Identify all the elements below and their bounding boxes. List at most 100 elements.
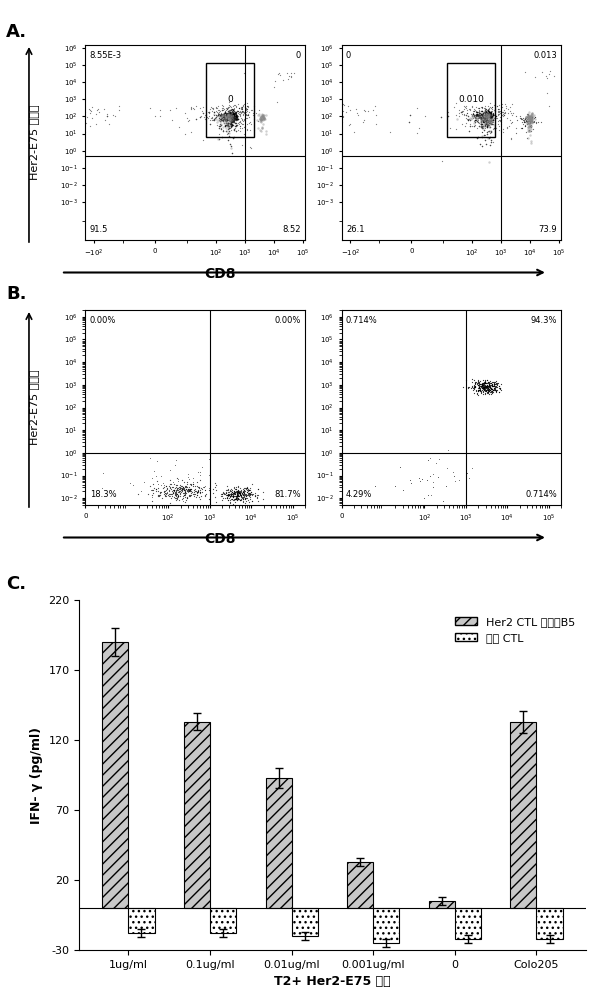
Point	[256, 111, 265, 127]
Point	[492, 309, 502, 325]
Point	[527, 105, 537, 121]
Point	[480, 275, 490, 291]
Point	[212, 107, 221, 123]
Point	[147, 487, 157, 503]
Point	[483, 111, 492, 127]
Point	[479, 127, 489, 143]
Point	[357, 313, 367, 329]
Point	[160, 485, 170, 501]
Point	[207, 318, 217, 334]
Point	[228, 324, 238, 340]
Point	[549, 68, 559, 84]
Point	[86, 325, 96, 341]
Point	[484, 106, 493, 122]
Point	[486, 285, 496, 301]
Point	[484, 306, 493, 322]
Point	[220, 105, 230, 121]
Point	[524, 104, 534, 120]
Point	[232, 111, 242, 127]
Point	[479, 114, 489, 130]
Point	[233, 484, 243, 500]
Point	[346, 321, 356, 337]
Point	[475, 312, 485, 328]
Point	[488, 328, 498, 344]
Point	[467, 110, 477, 126]
Point	[85, 105, 95, 121]
Point	[475, 376, 484, 392]
Point	[518, 110, 528, 126]
Point	[221, 108, 231, 124]
Point	[529, 110, 539, 126]
Point	[242, 103, 252, 119]
Point	[471, 110, 481, 126]
Point	[235, 486, 245, 502]
Text: 8.55E-3: 8.55E-3	[90, 51, 122, 60]
Point	[217, 112, 227, 128]
Point	[256, 113, 266, 129]
Point	[477, 376, 487, 392]
Point	[227, 484, 237, 500]
Point	[491, 379, 501, 395]
Point	[485, 105, 495, 121]
Point	[229, 122, 239, 138]
Point	[184, 487, 194, 503]
Point	[256, 305, 266, 321]
Point	[208, 312, 218, 328]
Point	[219, 101, 229, 117]
Point	[211, 100, 221, 116]
Point	[488, 320, 498, 336]
Point	[231, 111, 240, 127]
Point	[480, 373, 490, 389]
Point	[486, 324, 496, 340]
Point	[469, 379, 479, 395]
Point	[184, 113, 193, 129]
Point	[223, 106, 233, 122]
Point	[252, 293, 262, 309]
Point	[493, 384, 503, 400]
Point	[171, 490, 181, 506]
Point	[243, 481, 253, 497]
Point	[479, 115, 489, 131]
Point	[253, 113, 263, 129]
Point	[223, 103, 232, 119]
Point	[254, 102, 264, 118]
Point	[259, 110, 268, 126]
Point	[521, 109, 531, 125]
Point	[474, 328, 484, 344]
Point	[289, 65, 299, 81]
Point	[212, 315, 222, 331]
Point	[489, 378, 498, 394]
Point	[478, 113, 488, 129]
Point	[487, 111, 497, 127]
Point	[482, 111, 492, 127]
Point	[331, 103, 340, 119]
Point	[475, 382, 484, 398]
Point	[479, 377, 489, 393]
Point	[486, 108, 495, 124]
Point	[500, 321, 510, 337]
Point	[212, 325, 221, 341]
Point	[240, 99, 249, 115]
Point	[235, 492, 245, 508]
Point	[475, 382, 485, 398]
Point	[237, 112, 247, 128]
Point	[486, 326, 495, 342]
Point	[479, 308, 489, 324]
Point	[220, 110, 230, 126]
Point	[184, 466, 193, 482]
Point	[332, 324, 342, 340]
Point	[217, 288, 227, 304]
Point	[466, 316, 476, 332]
Point	[233, 325, 243, 341]
Point	[486, 115, 496, 131]
Point	[438, 493, 448, 509]
Point	[285, 69, 295, 85]
Point	[222, 116, 232, 132]
Point	[257, 120, 267, 136]
Point	[200, 482, 210, 498]
Point	[525, 116, 534, 132]
Point	[170, 482, 179, 498]
Point	[473, 106, 483, 122]
Point	[390, 478, 400, 494]
Point	[226, 114, 235, 130]
